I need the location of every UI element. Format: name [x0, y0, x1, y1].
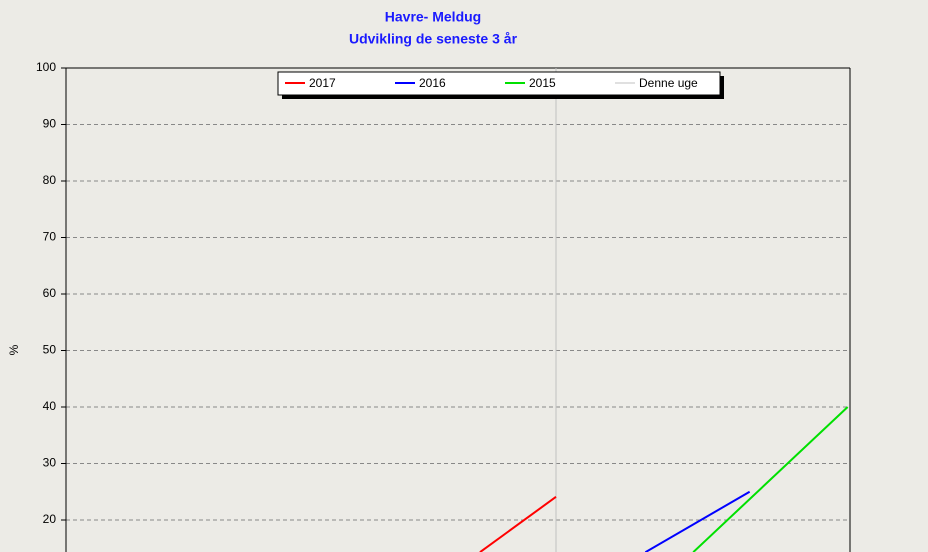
line-series — [692, 406, 849, 552]
legend-box — [277, 71, 721, 96]
legend-label: 2017 — [309, 76, 336, 90]
line-series — [644, 490, 751, 552]
y-tick-label: 70 — [43, 230, 57, 244]
legend-label: 2016 — [419, 76, 446, 90]
legend-label: 2015 — [529, 76, 556, 90]
y-tick-label: 100 — [36, 60, 56, 74]
y-axis-label: % — [7, 344, 21, 355]
chart-subtitle: Udvikling de seneste 3 år — [349, 31, 518, 47]
y-tick-label: 30 — [43, 456, 57, 470]
y-tick-label: 40 — [43, 399, 57, 413]
y-tick-label: 60 — [43, 286, 57, 300]
y-tick-label: 20 — [43, 512, 57, 526]
legend-label: Denne uge — [639, 76, 698, 90]
chart-title: Havre- Meldug — [385, 9, 481, 25]
y-tick-label: 50 — [43, 343, 57, 357]
line-series — [479, 496, 557, 552]
y-tick-label: 80 — [43, 173, 57, 187]
y-tick-label: 90 — [43, 117, 57, 131]
